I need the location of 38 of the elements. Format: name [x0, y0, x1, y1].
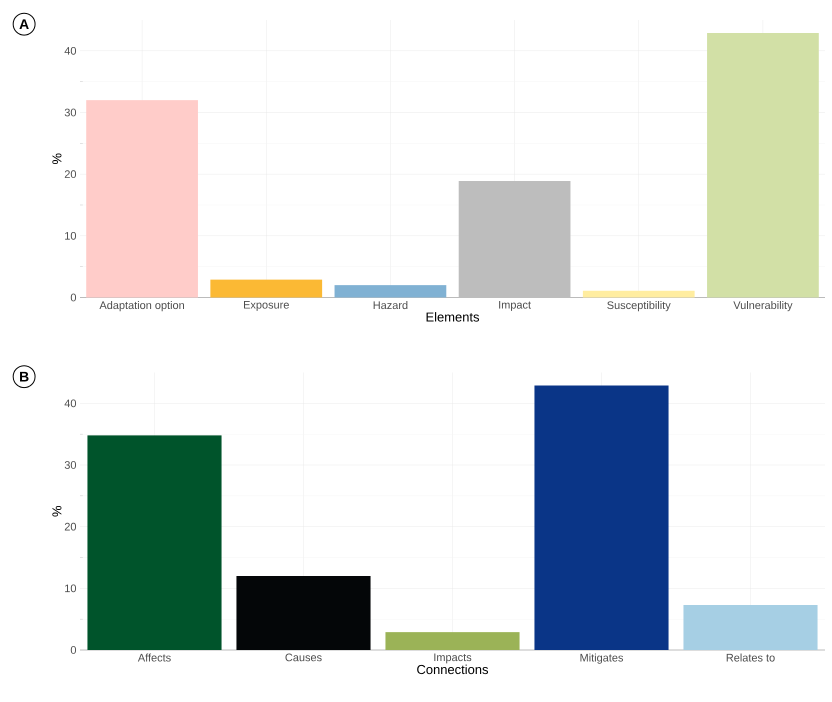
- x-tick-label: Adaptation option: [99, 301, 184, 312]
- x-tick-label: Impact: [499, 301, 531, 311]
- x-tick-label: Hazard: [374, 301, 408, 310]
- y-tick-label: 40: [64, 46, 76, 55]
- y-tick-label: 0: [70, 646, 76, 654]
- bar: [87, 435, 222, 650]
- y-axis-title: %: [52, 506, 62, 517]
- y-tick-label: 20: [64, 170, 76, 178]
- bar: [683, 604, 818, 650]
- x-tick-label: Affects: [138, 654, 171, 662]
- bar: [458, 180, 570, 298]
- x-axis-title: Connections: [417, 664, 488, 674]
- x-axis-title: Elements: [426, 312, 480, 322]
- x-tick-label: Mitigates: [580, 654, 624, 664]
- y-tick-label: 10: [65, 232, 76, 240]
- y-tick-label: 40: [64, 399, 76, 408]
- text: A: [19, 19, 29, 29]
- bar: [210, 280, 322, 298]
- x-tick-label: Susceptibility: [607, 301, 671, 312]
- bar: [86, 100, 198, 298]
- y-tick-label: 20: [64, 522, 76, 531]
- bar: [534, 385, 669, 650]
- y-tick-label: 30: [64, 461, 76, 469]
- bar: [707, 32, 819, 298]
- bar: [582, 290, 695, 298]
- x-tick-label: Causes: [285, 654, 322, 662]
- x-tick-label: Vulnerability: [733, 301, 793, 312]
- bar: [236, 576, 371, 650]
- x-tick-label: Impacts: [434, 654, 472, 664]
- bar: [334, 285, 446, 298]
- text: B: [20, 372, 29, 382]
- x-tick-label: Relates to: [726, 654, 775, 662]
- y-tick-label: 10: [65, 584, 76, 592]
- y-tick-label: 30: [64, 108, 76, 116]
- y-axis-title: %: [52, 153, 62, 164]
- bar: [385, 632, 520, 650]
- y-tick-label: 0: [70, 294, 76, 302]
- x-tick-label: Exposure: [244, 301, 289, 311]
